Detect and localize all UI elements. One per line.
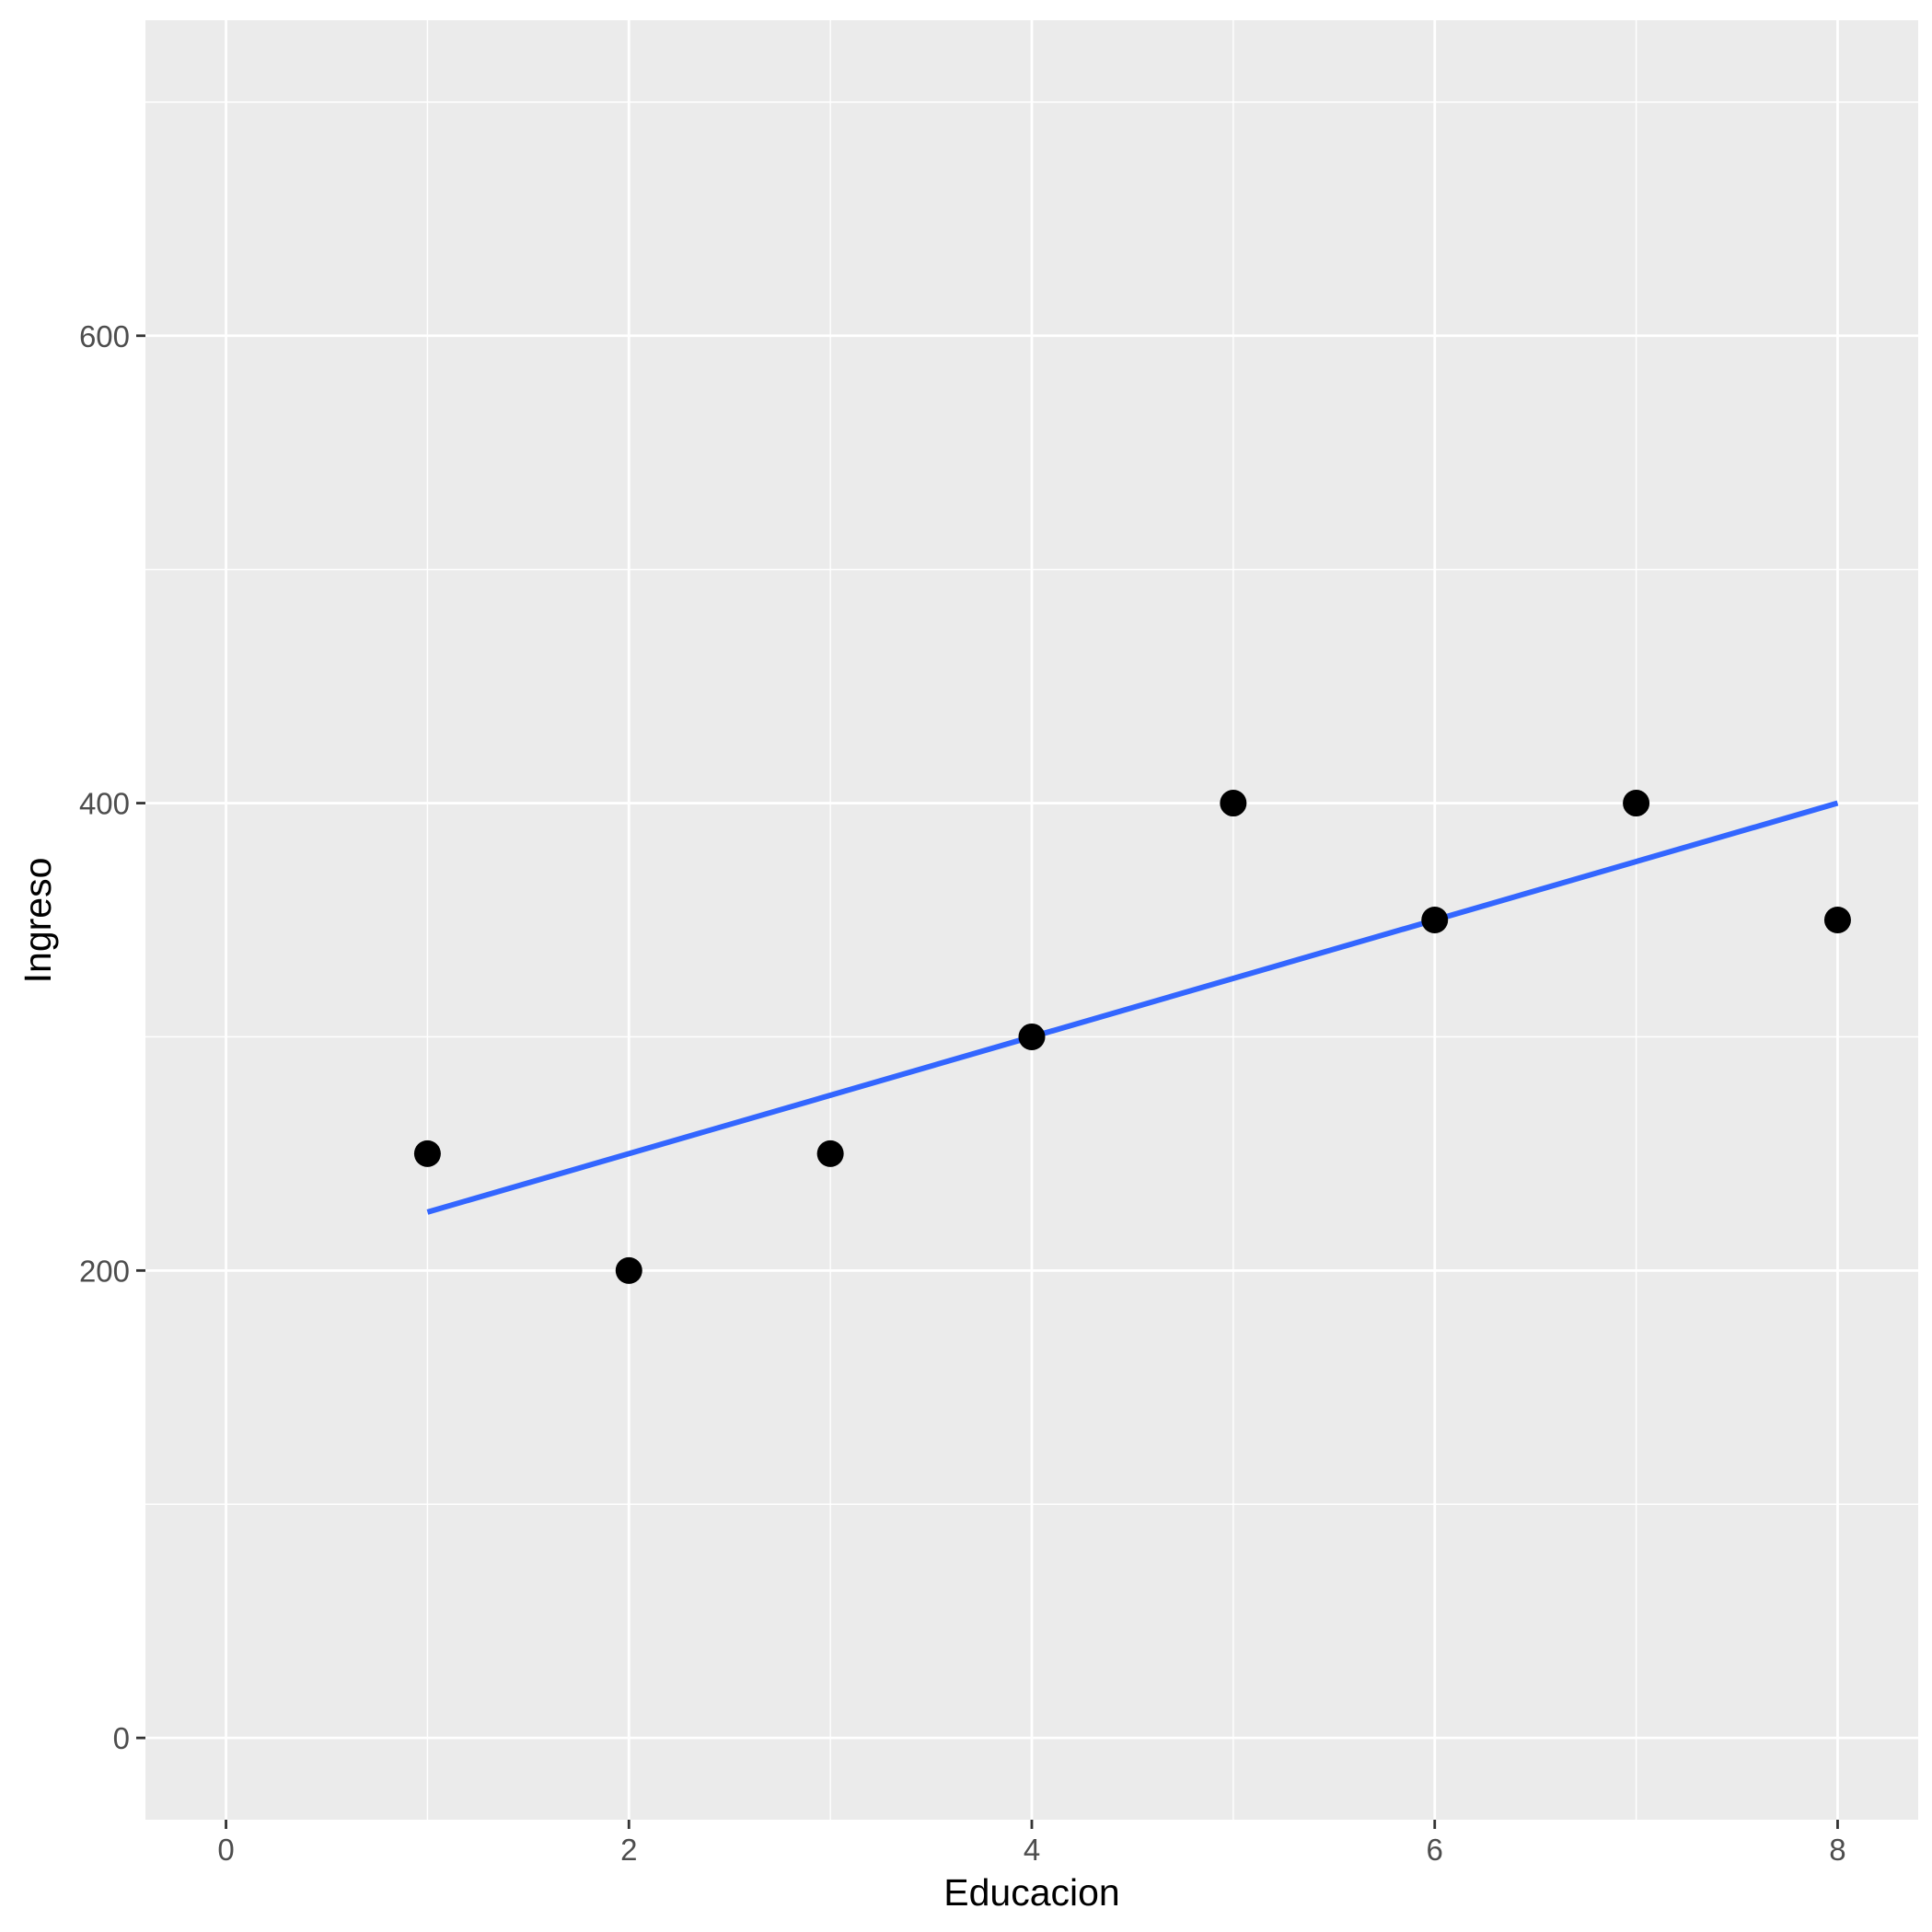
y-axis: 0 200 400 600: [79, 319, 145, 1755]
data-point: [1018, 1023, 1046, 1050]
y-tick-label: 400: [79, 787, 130, 821]
regression-line: [426, 800, 1839, 1215]
x-tick-label: 6: [1427, 1833, 1443, 1867]
data-point: [1823, 907, 1851, 933]
y-tick-label: 600: [79, 319, 130, 353]
data-point: [816, 1140, 844, 1167]
x-tick-label: 2: [620, 1833, 637, 1867]
data-points: [413, 790, 1851, 1284]
data-point: [615, 1256, 642, 1284]
y-tick-label: 200: [79, 1254, 130, 1288]
x-axis-title: Educacion: [943, 1871, 1119, 1914]
y-tick-label: 0: [113, 1721, 130, 1755]
data-point: [1421, 907, 1449, 933]
major-gridlines: [145, 20, 1918, 1820]
data-point: [1220, 790, 1247, 817]
fit-line: [426, 800, 1839, 1215]
data-point: [1623, 790, 1650, 817]
x-axis: 0 2 4 6 8: [217, 1820, 1846, 1867]
data-point: [413, 1140, 441, 1167]
x-tick-label: 8: [1829, 1833, 1845, 1867]
x-tick-label: 0: [217, 1833, 234, 1867]
y-axis-title: Ingreso: [17, 858, 59, 984]
x-tick-label: 4: [1024, 1833, 1040, 1867]
